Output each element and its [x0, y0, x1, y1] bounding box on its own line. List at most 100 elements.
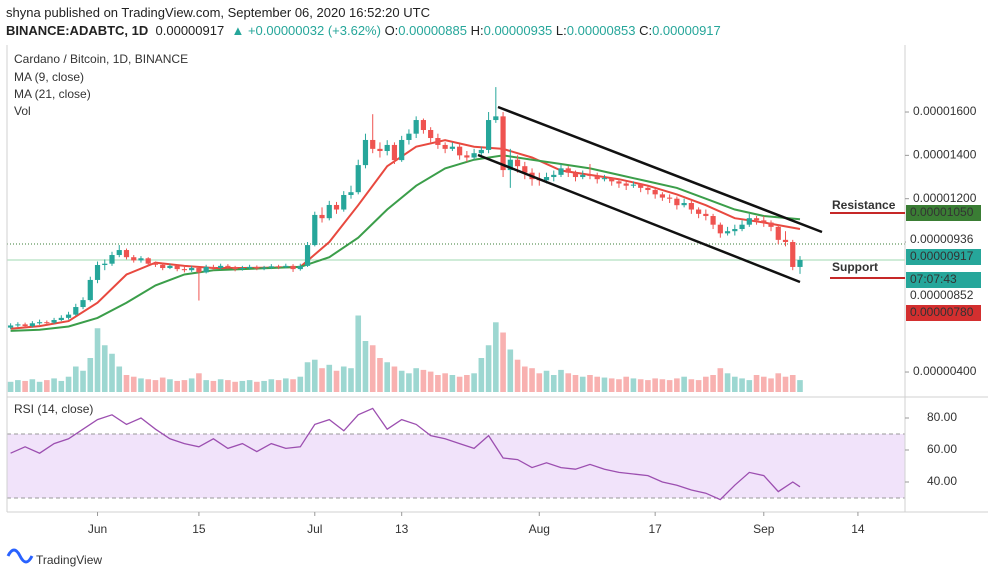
candle-body	[681, 203, 687, 206]
volume-bar	[760, 376, 767, 392]
volume-bar	[87, 358, 94, 392]
volume-bar	[275, 380, 282, 392]
candle-body	[196, 268, 202, 273]
annotation: Resistance	[832, 198, 896, 212]
volume-bar	[72, 366, 79, 392]
candle-body	[717, 224, 723, 234]
volume-bar	[254, 381, 260, 392]
volume-bar	[22, 380, 28, 392]
volume-bar	[478, 358, 485, 392]
volume-bar	[145, 379, 152, 392]
volume-bar	[594, 376, 601, 392]
volume-bar	[406, 373, 412, 392]
y-tick-label: 0.00001200	[913, 191, 977, 205]
candle-body	[348, 192, 354, 196]
candle-body	[645, 187, 651, 191]
volume-bar	[348, 368, 354, 392]
volume-bar	[362, 341, 369, 392]
volume-bar	[65, 376, 72, 392]
candle-body	[29, 323, 35, 327]
candle-body	[630, 184, 637, 186]
candle-body	[449, 146, 455, 149]
price-badge-label: 0.00001050	[910, 205, 974, 219]
candle-body	[326, 204, 332, 219]
candle-body	[399, 139, 405, 161]
candle-body	[138, 258, 144, 261]
volume-bar	[304, 362, 311, 392]
arrow: ▲	[231, 23, 245, 38]
candle-body	[36, 322, 43, 324]
volume-bar	[464, 375, 470, 392]
volume-bar	[181, 380, 188, 392]
volume-bar	[797, 380, 803, 392]
ohlc-key: H:	[470, 23, 484, 38]
volume-bar	[225, 380, 231, 392]
quote-line: BINANCE:ADABTC, 1D 0.00000917 ▲ +0.00000…	[6, 22, 721, 40]
volume-bar	[283, 378, 289, 392]
price-badge	[906, 305, 981, 321]
volume-bar	[130, 376, 137, 392]
volume-bar	[666, 380, 673, 392]
candle-body	[580, 174, 586, 178]
candle-body	[44, 322, 50, 324]
candle-body	[210, 266, 216, 269]
candle-body	[391, 144, 398, 161]
volume-bar	[239, 380, 246, 392]
volume-bar	[572, 375, 579, 392]
candle-body	[768, 222, 774, 227]
volume-bar	[268, 379, 275, 392]
candle-body	[457, 146, 463, 156]
volume-bar	[152, 380, 159, 392]
volume-bar	[789, 375, 796, 392]
logo-icon	[6, 548, 34, 564]
volume-bar	[565, 373, 572, 392]
candle-body	[167, 265, 173, 269]
candle-body	[464, 155, 470, 158]
volume-bar	[377, 358, 383, 392]
volume-bar	[340, 366, 347, 392]
candle-body	[160, 264, 166, 269]
volume-bar	[449, 375, 456, 392]
trend-line	[477, 153, 801, 284]
candle-body	[652, 190, 658, 195]
candle-body	[493, 116, 499, 121]
volume-bar	[732, 376, 738, 392]
volume-bar	[58, 380, 65, 392]
volume-bar	[543, 370, 550, 392]
candle-body	[594, 175, 600, 180]
volume-bar	[579, 376, 586, 392]
candle-body	[355, 165, 361, 193]
volume-bar	[768, 378, 774, 392]
x-tick-label: 13	[395, 522, 409, 536]
candle-body	[775, 226, 781, 240]
trend-line	[497, 105, 823, 234]
volume-bar	[623, 376, 629, 392]
volume-bar	[746, 380, 753, 392]
y-tick-label: 0.00000400	[913, 364, 977, 378]
candle-body	[174, 265, 180, 270]
volume-bar	[601, 377, 608, 392]
legend-volume: Vol	[14, 104, 31, 118]
rsi-band	[7, 434, 905, 498]
x-tick-label: 17	[648, 522, 662, 536]
x-tick-label: Jun	[88, 522, 107, 536]
volume-bar	[645, 380, 651, 392]
volume-bar	[188, 378, 195, 392]
candle-body	[87, 279, 93, 301]
y-tick-label: 80.00	[927, 410, 957, 424]
symbol: BINANCE:ADABTC, 1D	[6, 23, 149, 38]
candle-body	[377, 148, 383, 152]
candle-body	[565, 168, 571, 173]
volume-bar	[101, 345, 108, 392]
volume-bar	[297, 376, 304, 392]
legend-ma: MA (21, close)	[14, 87, 91, 101]
candle-body	[51, 320, 57, 323]
volume-bar	[674, 378, 680, 392]
ohlc-key: O:	[384, 23, 399, 38]
candle-body	[341, 195, 347, 210]
candle-body	[232, 266, 238, 270]
candle-body	[370, 139, 376, 149]
volume-bar	[311, 359, 318, 392]
